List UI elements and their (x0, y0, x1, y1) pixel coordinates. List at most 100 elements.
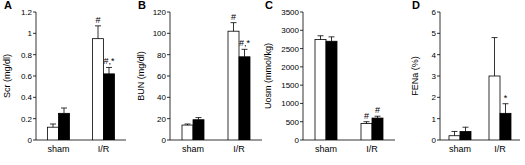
error-cap (463, 127, 469, 128)
y-tick (437, 118, 440, 119)
error-line (244, 49, 245, 56)
y-tick (167, 140, 170, 141)
y-tick-label: 1 (28, 29, 33, 38)
bar (228, 31, 239, 140)
error-bar (375, 116, 381, 118)
significance-mark: # (364, 111, 369, 121)
error-line (53, 124, 54, 127)
y-axis (170, 12, 171, 140)
error-cap (318, 35, 324, 36)
x-tick-label: I/R (366, 144, 378, 154)
plot-area (449, 38, 511, 140)
panel-letter: D (412, 0, 420, 11)
error-bar (95, 26, 101, 39)
y-tick-label: 0.6 (21, 72, 33, 81)
error-cap (329, 36, 335, 37)
y-tick-label: 1000 (281, 99, 299, 108)
y-tick (300, 121, 303, 122)
error-line (98, 26, 99, 39)
error-line (494, 38, 495, 76)
significance-mark: # (375, 105, 380, 115)
y-tick (437, 140, 440, 141)
error-bar (318, 36, 324, 40)
error-bar (364, 122, 370, 124)
error-cap (185, 124, 191, 125)
y-tick-label: 500 (286, 118, 300, 127)
bar (460, 131, 471, 140)
bar (182, 125, 193, 140)
y-tick-label: 0 (432, 136, 437, 145)
y-tick-label: 80 (157, 51, 166, 60)
y-tick (437, 33, 440, 34)
bar (372, 118, 383, 140)
error-line (331, 37, 332, 41)
y-tick (437, 54, 440, 55)
error-line (233, 23, 234, 32)
panel: CUosm (mmol/kg)0500100015002000250030003… (263, 0, 395, 154)
y-tick-label: 2000 (281, 63, 299, 72)
y-tick-label: 2 (432, 93, 437, 102)
error-cap (231, 22, 237, 23)
y-tick-label: 120 (153, 8, 167, 17)
x-tick-label: I/R (233, 144, 245, 154)
figure: AScr (mg/dl)00.20.40.60.811.2shamI/R##,*… (0, 0, 525, 165)
bar (500, 113, 511, 140)
significance-mark: #,* (239, 38, 251, 48)
y-tick-label: 2500 (281, 45, 299, 54)
y-axis-label: Scr (mg/dl) (2, 54, 12, 98)
y-tick-label: 3 (432, 72, 437, 81)
error-line (109, 67, 110, 73)
error-bar (50, 124, 56, 127)
y-tick-label: 0.8 (21, 51, 33, 60)
y-tick (437, 97, 440, 98)
y-tick-label: 4 (432, 51, 437, 60)
error-cap (61, 108, 67, 109)
y-tick-label: 1.2 (21, 8, 33, 17)
y-tick (167, 118, 170, 119)
plot-area (315, 36, 383, 140)
y-axis (36, 12, 37, 140)
y-tick-label: 20 (157, 115, 166, 124)
bar (326, 41, 337, 140)
y-tick-label: 5 (432, 29, 437, 38)
error-cap (492, 37, 498, 38)
error-bar (196, 118, 202, 120)
y-tick (33, 33, 36, 34)
y-tick-label: 0.2 (21, 115, 33, 124)
x-tick-label: sham (47, 144, 69, 154)
significance-mark: # (95, 15, 100, 25)
y-axis-label: BUN (mg/dl) (136, 51, 146, 101)
y-tick-label: 100 (153, 29, 167, 38)
y-tick (300, 85, 303, 86)
y-tick-label: 1 (432, 115, 437, 124)
bar (193, 120, 204, 140)
y-tick (167, 33, 170, 34)
y-tick-label: 0.4 (21, 93, 33, 102)
error-line (320, 36, 321, 40)
x-tick-label: I/R (494, 144, 506, 154)
y-tick (33, 76, 36, 77)
y-tick-label: 0 (162, 136, 167, 145)
bar (104, 74, 115, 140)
y-tick (300, 12, 303, 13)
error-line (505, 104, 506, 114)
bar (59, 113, 70, 140)
bar (93, 39, 104, 140)
y-tick-label: 60 (157, 72, 166, 81)
panel: AScr (mg/dl)00.20.40.60.811.2shamI/R##,* (2, 0, 126, 154)
y-tick (33, 140, 36, 141)
y-tick-label: 1500 (281, 81, 299, 90)
x-tick-label: sham (315, 144, 337, 154)
panel-letter: C (265, 0, 273, 11)
bar (239, 57, 250, 140)
y-tick-label: 3500 (281, 8, 299, 17)
y-tick (33, 54, 36, 55)
y-tick (33, 118, 36, 119)
error-bar (503, 104, 509, 114)
y-tick (300, 140, 303, 141)
x-tick-label: I/R (98, 144, 110, 154)
error-bar (463, 127, 469, 131)
y-tick-label: 0 (28, 136, 33, 145)
bar (48, 127, 59, 140)
panel-letter: B (138, 0, 146, 11)
